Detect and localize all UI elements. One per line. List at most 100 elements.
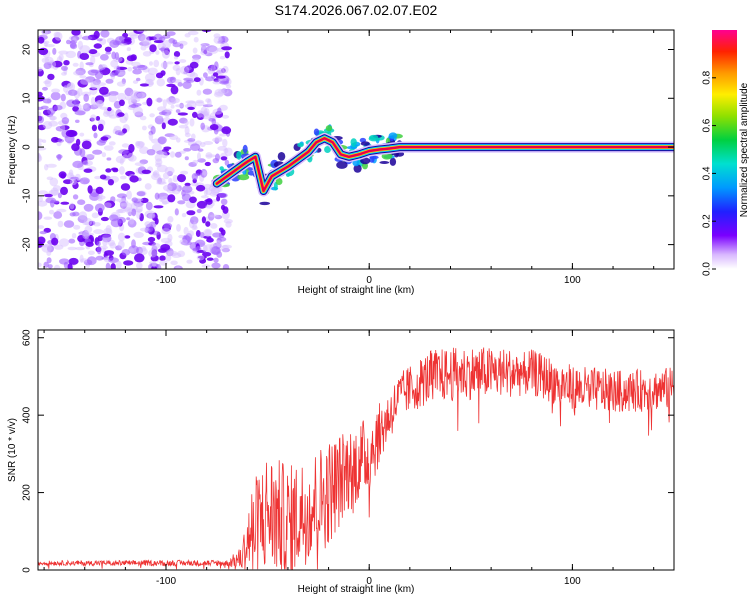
colorbar-tick-label: 0.8	[702, 70, 713, 84]
noise-blob	[108, 94, 118, 103]
noise-blob	[88, 49, 98, 55]
noise-blob	[149, 44, 157, 53]
noise-blob	[38, 153, 42, 162]
noise-blob	[43, 261, 49, 268]
noise-blob	[58, 50, 69, 55]
noise-blob	[205, 221, 211, 227]
noise-blob	[80, 78, 91, 85]
noise-blob	[189, 216, 199, 225]
noise-blob	[52, 47, 57, 55]
noise-blob	[178, 124, 189, 129]
noise-blob	[196, 208, 202, 214]
noise-blob	[77, 40, 83, 50]
noise-blob	[77, 199, 86, 205]
signal-blob	[313, 128, 320, 136]
noise-blob	[161, 227, 171, 235]
noise-blob	[84, 154, 95, 158]
noise-blob	[78, 211, 88, 220]
noise-blob	[48, 120, 58, 127]
noise-blob	[174, 61, 180, 65]
noise-blob	[122, 128, 127, 134]
noise-blob	[184, 132, 191, 138]
noise-blob	[216, 251, 223, 258]
noise-blob	[224, 147, 233, 157]
noise-blob	[155, 158, 163, 166]
noise-blob	[170, 104, 175, 109]
noise-blob	[95, 82, 107, 86]
noise-blob	[87, 250, 95, 256]
noise-blob	[195, 230, 201, 237]
noise-blob	[156, 78, 165, 87]
noise-blob	[79, 148, 86, 158]
noise-blob	[151, 143, 162, 152]
noise-blob	[100, 54, 109, 61]
noise-blob	[59, 238, 70, 247]
noise-blob	[153, 59, 160, 68]
noise-blob	[202, 244, 208, 253]
noise-blob	[151, 266, 157, 269]
noise-blob	[139, 115, 147, 121]
signal-blob	[379, 161, 390, 164]
noise-blob	[200, 49, 210, 56]
noise-blob	[184, 156, 189, 161]
noise-blob	[38, 47, 49, 56]
noise-blob	[162, 184, 173, 192]
noise-blob	[169, 134, 179, 140]
noise-blob	[214, 136, 223, 142]
signal-blob	[237, 174, 250, 181]
noise-blob	[96, 38, 103, 42]
noise-blob	[152, 260, 157, 268]
noise-blob	[73, 98, 80, 108]
noise-blob	[47, 264, 53, 269]
noise-blob	[200, 43, 207, 49]
noise-blob	[86, 256, 97, 266]
noise-blob	[50, 187, 59, 196]
noise-blob	[38, 36, 45, 44]
noise-blob	[219, 55, 226, 60]
noise-blob	[206, 237, 214, 243]
noise-blob	[104, 46, 112, 53]
noise-blob	[148, 132, 154, 141]
noise-blob	[134, 253, 145, 263]
noise-blob	[81, 35, 93, 41]
noise-blob	[166, 31, 176, 36]
noise-blob	[93, 30, 100, 39]
noise-blob	[69, 40, 77, 49]
noise-blob	[179, 239, 188, 245]
noise-blob	[213, 36, 223, 44]
noise-blob	[96, 246, 102, 255]
noise-blob	[85, 62, 94, 66]
noise-blob	[38, 106, 44, 111]
noise-blob	[221, 126, 232, 135]
noise-blob	[131, 61, 141, 67]
spectrogram-x-tick-label: -100	[156, 275, 176, 286]
noise-blob	[71, 143, 80, 152]
noise-blob	[205, 204, 213, 209]
noise-blob	[200, 195, 209, 199]
signal-blob	[325, 125, 333, 132]
noise-blob	[98, 64, 106, 70]
noise-blob	[125, 96, 131, 101]
noise-blob	[116, 260, 122, 269]
noise-blob	[221, 46, 233, 51]
noise-blob	[95, 116, 101, 121]
signal-blob	[388, 132, 398, 139]
noise-blob	[167, 118, 178, 126]
noise-blob	[153, 205, 164, 209]
noise-blob	[83, 203, 94, 212]
noise-blob	[174, 151, 182, 158]
colorbar-tick-label: 0.4	[702, 166, 713, 180]
noise-blob	[189, 61, 199, 69]
noise-blob	[216, 239, 222, 248]
noise-blob	[177, 112, 188, 116]
colorbar-label: Normalized spectral amplitude	[739, 82, 750, 217]
noise-blob	[47, 107, 56, 115]
noise-blob	[77, 87, 83, 97]
noise-blob	[203, 141, 214, 145]
noise-blob	[46, 257, 52, 264]
spectrogram-frame	[37, 29, 675, 270]
noise-blob	[131, 239, 136, 249]
colorbar-gradient	[712, 30, 737, 269]
noise-blob	[187, 106, 195, 110]
signal-blob	[350, 138, 357, 146]
